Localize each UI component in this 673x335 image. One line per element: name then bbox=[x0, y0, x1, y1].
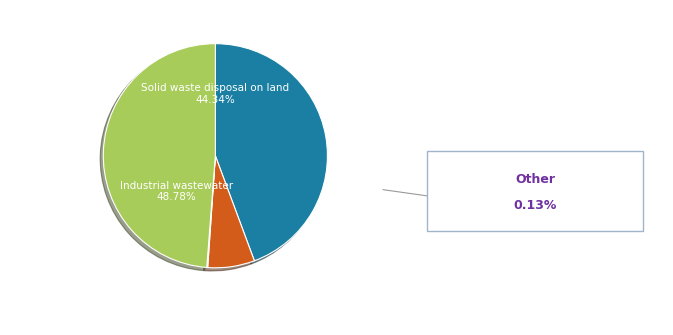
Text: Muicipal wastewater handling
6.75%: Muicipal wastewater handling 6.75% bbox=[333, 134, 489, 155]
Text: Industrial wastewater
48.78%: Industrial wastewater 48.78% bbox=[120, 181, 233, 202]
Text: Solid waste disposal on land
44.34%: Solid waste disposal on land 44.34% bbox=[141, 83, 289, 105]
Wedge shape bbox=[103, 44, 215, 267]
Text: Other: Other bbox=[515, 174, 555, 186]
Wedge shape bbox=[207, 156, 215, 268]
Text: 0.13%: 0.13% bbox=[513, 199, 557, 212]
Wedge shape bbox=[215, 44, 328, 261]
Wedge shape bbox=[208, 156, 254, 268]
